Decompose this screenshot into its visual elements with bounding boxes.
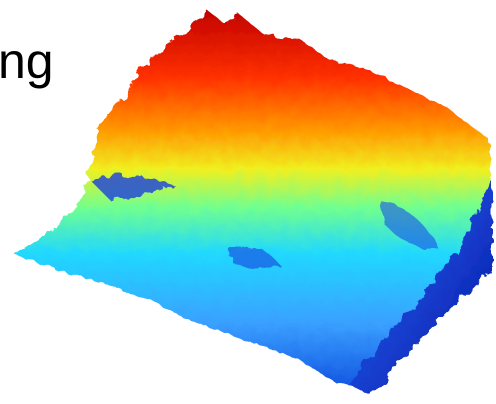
title-fragment: ng [0, 33, 54, 89]
terrain-valley [90, 176, 175, 200]
terrain-surface [15, 8, 492, 396]
terrain-valley [230, 247, 280, 270]
terrain-top [15, 8, 492, 392]
terrain-side [350, 180, 492, 396]
terrain-valley [380, 200, 440, 250]
